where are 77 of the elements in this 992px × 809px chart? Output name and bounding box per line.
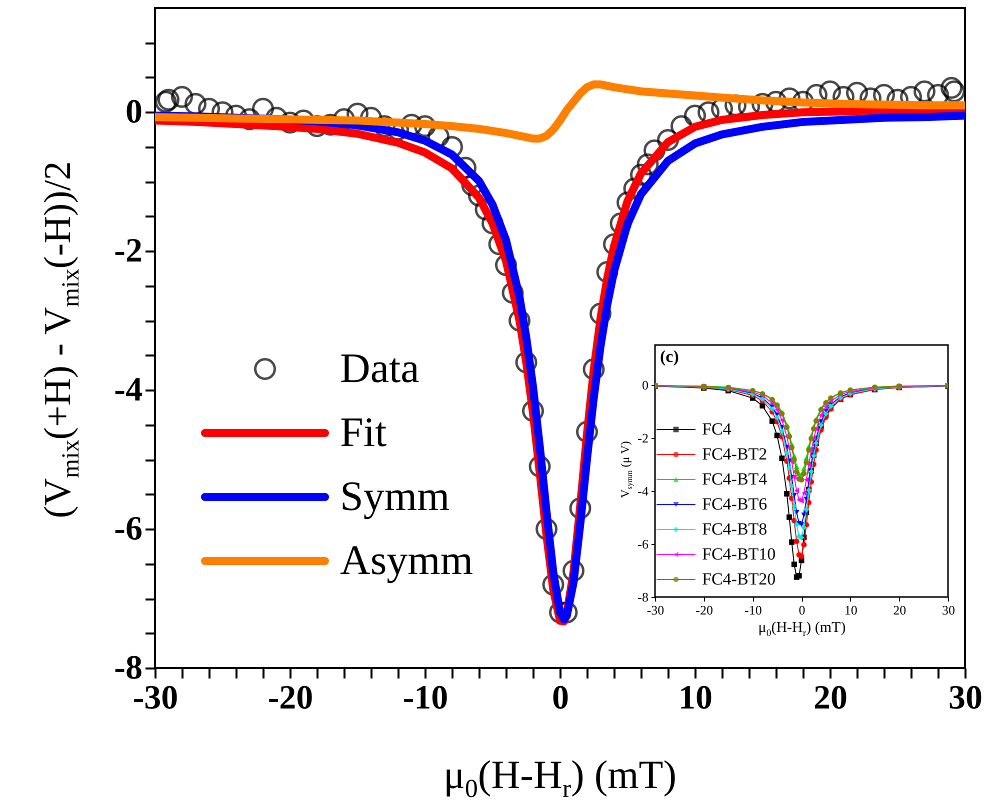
point bbox=[818, 412, 824, 418]
point bbox=[794, 522, 800, 528]
point bbox=[760, 403, 766, 408]
y-tick-label: 0 bbox=[642, 377, 648, 392]
legend-label: Symm bbox=[340, 474, 450, 520]
x-tick-label: -10 bbox=[402, 680, 448, 716]
point bbox=[774, 414, 780, 420]
point bbox=[779, 428, 785, 434]
x-tick-label: 30 bbox=[948, 680, 982, 716]
point bbox=[791, 457, 797, 463]
point bbox=[804, 460, 810, 466]
legend-label: FC4-BT4 bbox=[702, 470, 768, 488]
y-tick-label: -4 bbox=[638, 483, 649, 498]
y-tick-label: 0 bbox=[126, 94, 142, 131]
point bbox=[784, 491, 790, 497]
point bbox=[788, 539, 794, 545]
point bbox=[794, 538, 800, 544]
legend-label: FC4-BT10 bbox=[702, 544, 776, 564]
point bbox=[774, 432, 780, 438]
point bbox=[810, 426, 816, 432]
legend-label: Asymm bbox=[340, 538, 474, 584]
point bbox=[801, 512, 807, 518]
point bbox=[788, 483, 794, 489]
legend-label: FC4-BT6 bbox=[702, 494, 768, 514]
y-tick-label: -4 bbox=[114, 372, 142, 409]
legend-label: Data bbox=[340, 346, 420, 392]
point bbox=[813, 418, 819, 424]
x-tick-label: -20 bbox=[696, 602, 714, 618]
point bbox=[801, 542, 807, 548]
point bbox=[788, 444, 794, 450]
annotation: (c) bbox=[660, 347, 679, 366]
x-axis-title: μ$_{0}$(H-H$_{r}$) (mT) bbox=[758, 620, 846, 640]
x-tick-label: -10 bbox=[744, 602, 762, 618]
x-tick-label: 20 bbox=[814, 680, 848, 716]
y-tick-label: -6 bbox=[638, 536, 649, 552]
point bbox=[824, 404, 828, 410]
x-tick-label: -20 bbox=[268, 680, 314, 716]
legend-label: Fit bbox=[340, 410, 388, 456]
point bbox=[786, 465, 792, 471]
legend-label: FC4-BT2 bbox=[702, 444, 768, 464]
x-axis-title: μ$_{0}$(H-H$_{r}$) (mT) bbox=[443, 752, 677, 802]
point bbox=[808, 436, 814, 442]
point bbox=[804, 477, 809, 482]
x-tick-label: -30 bbox=[646, 602, 664, 618]
x-tick-label: 30 bbox=[942, 602, 955, 618]
legend-label: FC4 bbox=[702, 420, 732, 438]
point bbox=[802, 490, 806, 496]
legend-label: FC4-BT20 bbox=[702, 570, 776, 588]
x-tick-label: 10 bbox=[678, 680, 712, 716]
point bbox=[801, 524, 807, 530]
point bbox=[769, 406, 775, 412]
point bbox=[784, 424, 790, 430]
y-tick-label: -2 bbox=[638, 430, 648, 446]
point bbox=[794, 488, 799, 494]
y-tick-label: -6 bbox=[114, 510, 142, 548]
point bbox=[796, 573, 802, 579]
legend-label: FC4-BT8 bbox=[702, 520, 768, 538]
point bbox=[791, 503, 797, 508]
y-tick-label: -2 bbox=[114, 232, 142, 270]
point bbox=[779, 456, 785, 462]
point bbox=[801, 470, 807, 476]
point bbox=[784, 450, 790, 456]
x-tick-label: 0 bbox=[798, 602, 806, 618]
point bbox=[791, 562, 797, 568]
point bbox=[806, 447, 812, 453]
point bbox=[794, 468, 800, 474]
x-tick-label: 20 bbox=[893, 602, 906, 618]
point bbox=[804, 506, 810, 512]
y-tick-label: -8 bbox=[638, 590, 648, 604]
point bbox=[786, 434, 792, 440]
point bbox=[798, 477, 804, 482]
x-tick-label: 10 bbox=[844, 602, 858, 618]
x-tick-label: 0 bbox=[552, 680, 569, 716]
point bbox=[769, 418, 775, 424]
point bbox=[798, 553, 804, 559]
point bbox=[786, 514, 792, 520]
point bbox=[792, 474, 797, 480]
